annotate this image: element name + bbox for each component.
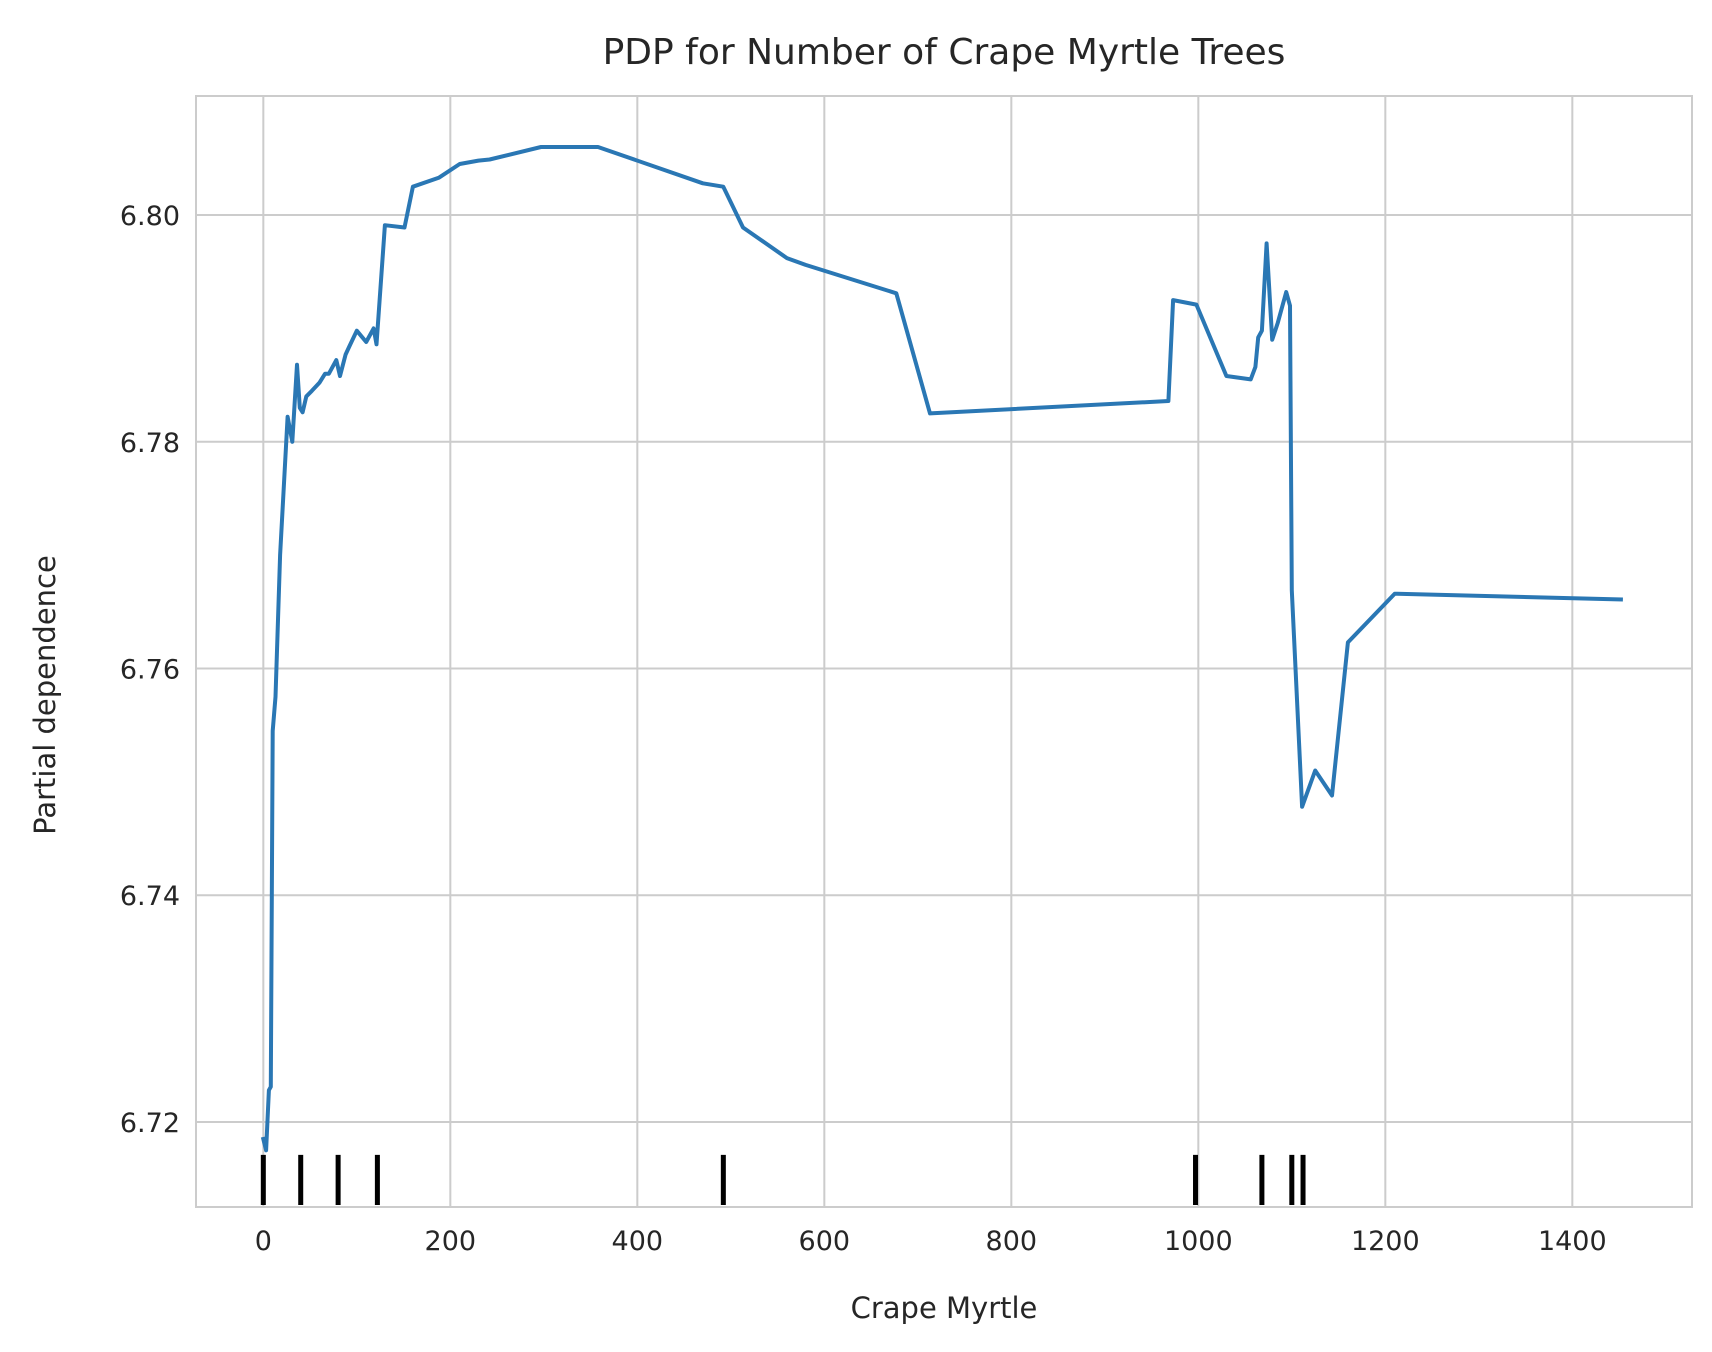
- line-layer: [260, 145, 1623, 1153]
- x-tick-label: 0: [255, 1226, 272, 1257]
- grid-layer: [196, 96, 1692, 1207]
- x-tick-label: 1400: [1538, 1226, 1607, 1257]
- y-tick-label: 6.80: [120, 201, 180, 232]
- tick-layer: 0 200 400 600 800 1000 1200 1400 6.72 6.74 6.76 6.7…: [120, 201, 1607, 1257]
- y-axis-label: Partial dependence: [28, 555, 62, 835]
- y-tick-label: 6.72: [120, 1108, 180, 1139]
- x-tick-label: 800: [986, 1226, 1038, 1257]
- spine-layer: [195, 95, 1693, 1208]
- y-tick-label: 6.76: [120, 655, 180, 686]
- y-tick-label: 6.74: [120, 881, 180, 912]
- rug-layer: [260, 1154, 1306, 1205]
- chart-title: PDP for Number of Crape Myrtle Trees: [603, 32, 1286, 73]
- x-tick-label: 600: [799, 1226, 851, 1257]
- y-tick-label: 6.78: [120, 428, 180, 459]
- x-tick-label: 1200: [1351, 1226, 1420, 1257]
- x-axis-label: Crape Myrtle: [851, 1291, 1038, 1325]
- x-tick-label: 1000: [1164, 1226, 1233, 1257]
- x-tick-label: 400: [612, 1226, 664, 1257]
- plot-frame: [195, 95, 1693, 1208]
- x-tick-label: 200: [425, 1226, 477, 1257]
- pdp-series-line: [260, 145, 1623, 1153]
